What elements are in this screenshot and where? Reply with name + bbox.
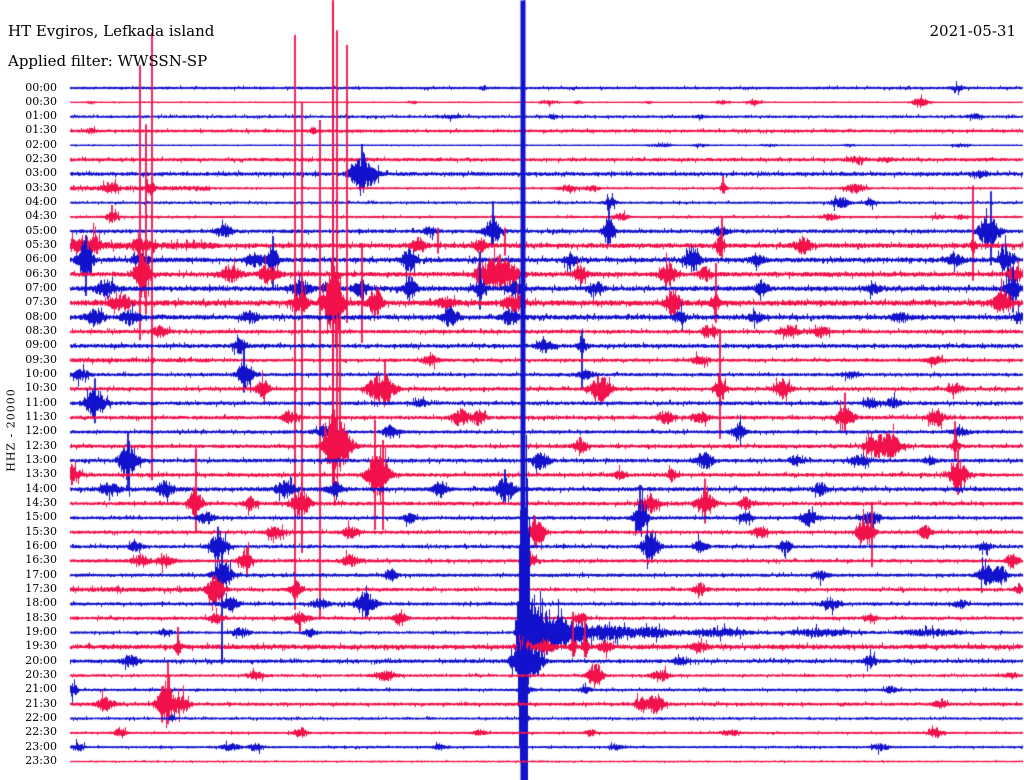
time-label: 23:00 (25, 739, 57, 753)
time-label: 16:30 (25, 553, 57, 567)
time-label: 19:30 (25, 639, 57, 653)
time-label: 20:30 (25, 668, 57, 682)
time-label: 20:00 (25, 653, 57, 667)
time-label: 11:00 (25, 395, 57, 409)
time-label: 08:00 (25, 309, 57, 323)
time-label: 21:30 (25, 696, 57, 710)
time-label: 16:00 (25, 539, 57, 553)
time-label: 22:00 (25, 711, 57, 725)
time-label: 09:00 (25, 338, 57, 352)
time-label: 21:00 (25, 682, 57, 696)
time-label: 05:00 (25, 223, 57, 237)
time-label: 13:00 (25, 453, 57, 467)
time-label: 09:30 (25, 352, 57, 366)
time-label: 07:00 (25, 281, 57, 295)
time-label: 19:00 (25, 625, 57, 639)
time-label: 02:00 (25, 137, 57, 151)
time-label: 10:00 (25, 367, 57, 381)
time-label: 05:30 (25, 238, 57, 252)
time-label: 07:30 (25, 295, 57, 309)
time-label: 15:30 (25, 524, 57, 538)
time-label: 01:30 (25, 123, 57, 137)
time-label: 18:00 (25, 596, 57, 610)
time-label: 08:30 (25, 324, 57, 338)
station-title: HT Evgiros, Lefkada island (8, 22, 215, 40)
time-label: 00:00 (25, 80, 57, 94)
time-label: 04:30 (25, 209, 57, 223)
time-label: 00:30 (25, 94, 57, 108)
time-label: 10:30 (25, 381, 57, 395)
time-label: 06:00 (25, 252, 57, 266)
filter-label: Applied filter: WWSSN-SP (8, 52, 208, 70)
time-label: 01:00 (25, 109, 57, 123)
time-label: 18:30 (25, 610, 57, 624)
time-label: 17:00 (25, 567, 57, 581)
time-label: 06:30 (25, 266, 57, 280)
date-label: 2021-05-31 (929, 22, 1016, 40)
time-label: 04:00 (25, 195, 57, 209)
time-label: 14:00 (25, 481, 57, 495)
time-label: 12:30 (25, 438, 57, 452)
time-label: 02:30 (25, 152, 57, 166)
time-label: 22:30 (25, 725, 57, 739)
time-label: 23:30 (25, 754, 57, 767)
time-label: 13:30 (25, 467, 57, 481)
time-label: 17:30 (25, 582, 57, 596)
time-label: 03:00 (25, 166, 57, 180)
time-label: 14:30 (25, 496, 57, 510)
time-label: 11:30 (25, 410, 57, 424)
time-label: 12:00 (25, 424, 57, 438)
time-label: 03:30 (25, 180, 57, 194)
time-label: 15:00 (25, 510, 57, 524)
